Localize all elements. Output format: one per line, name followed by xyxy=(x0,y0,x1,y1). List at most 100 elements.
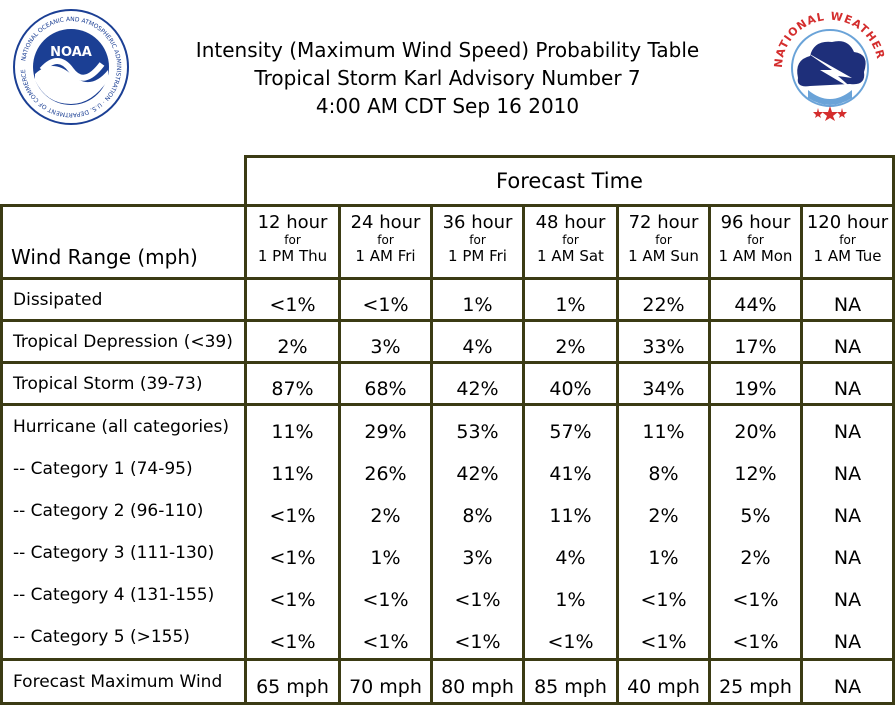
table-cell: 42% xyxy=(430,361,525,406)
table-cell: 1% xyxy=(648,547,679,569)
table-cell: <1% xyxy=(547,631,594,653)
row-label: Forecast Maximum Wind xyxy=(0,658,247,705)
table-row-storm: Tropical Storm (39-73) 87% 68% 42% 40% 3… xyxy=(0,361,895,406)
table-cell: NA xyxy=(833,547,862,569)
probability-table: Forecast Time Wind Range (mph) 12 hour fo… xyxy=(0,155,895,705)
table-cell: 70 mph xyxy=(338,658,433,705)
row-label: -- Category 3 (111-130) xyxy=(13,543,215,563)
table-cell: 80 mph xyxy=(430,658,525,705)
table-cell: 1% xyxy=(522,277,619,322)
table-cell: 87% xyxy=(244,361,341,406)
table-row-hurricane-block: Hurricane (all categories) -- Category 1… xyxy=(0,403,895,661)
row-label: Tropical Storm (39-73) xyxy=(0,361,247,406)
table-cell: 29% xyxy=(364,421,407,443)
nws-logo: NATIONAL WEATHER SERVICE xyxy=(772,8,887,124)
table-cell: 68% xyxy=(338,361,433,406)
forecast-time-header: Forecast Time xyxy=(244,155,895,207)
column-header: 120 hour for 1 AM Tue xyxy=(800,204,895,280)
table-cell: 5% xyxy=(740,505,771,527)
table-cell: NA xyxy=(800,277,895,322)
table-cell: NA xyxy=(800,319,895,364)
column-header: 72 hour for 1 AM Sun xyxy=(616,204,711,280)
column-header: 36 hour for 1 PM Fri xyxy=(430,204,525,280)
table-cell: 41% xyxy=(549,463,592,485)
row-label: Tropical Depression (<39) xyxy=(0,319,247,364)
table-cell: 20% xyxy=(734,421,777,443)
table-cell: <1% xyxy=(269,505,316,527)
column-header: 48 hour for 1 AM Sat xyxy=(522,204,619,280)
column-header: 96 hour for 1 AM Mon xyxy=(708,204,803,280)
table-cell: 53% xyxy=(456,421,499,443)
table-cell: NA xyxy=(833,505,862,527)
table-cell: NA xyxy=(800,361,895,406)
table-cell: 57% xyxy=(549,421,592,443)
page-title: Intensity (Maximum Wind Speed) Probabili… xyxy=(0,36,895,120)
table-cell: 25 mph xyxy=(708,658,803,705)
table-cell: 2% xyxy=(370,505,401,527)
row-label: Dissipated xyxy=(0,277,247,322)
table-cell: <1% xyxy=(640,631,687,653)
table-cell: NA xyxy=(833,421,862,443)
table-cell: <1% xyxy=(454,631,501,653)
row-label: -- Category 2 (96-110) xyxy=(13,501,204,521)
row-label: -- Category 1 (74-95) xyxy=(13,459,193,479)
table-cell: <1% xyxy=(338,277,433,322)
table-cell: NA xyxy=(833,589,862,611)
title-line-2: Tropical Storm Karl Advisory Number 7 xyxy=(254,66,641,90)
table-cell: 11% xyxy=(549,505,592,527)
table-cell: NA xyxy=(833,463,862,485)
table-row-max-wind: Forecast Maximum Wind 65 mph 70 mph 80 m… xyxy=(0,658,895,705)
table-cell: 19% xyxy=(708,361,803,406)
table-cell: 44% xyxy=(708,277,803,322)
table-cell: 85 mph xyxy=(522,658,619,705)
table-cell: 2% xyxy=(244,319,341,364)
title-line-3: 4:00 AM CDT Sep 16 2010 xyxy=(315,94,580,118)
table-cell: 34% xyxy=(616,361,711,406)
hurricane-column: 29% 26% 2% 1% <1% <1% xyxy=(338,403,433,661)
row-label: -- Category 4 (131-155) xyxy=(13,585,215,605)
table-cell: 3% xyxy=(462,547,493,569)
hurricane-column: NA NA NA NA NA NA xyxy=(800,403,895,661)
table-cell: 4% xyxy=(555,547,586,569)
hurricane-column: 11% 11% <1% <1% <1% <1% xyxy=(244,403,341,661)
table-cell: <1% xyxy=(640,589,687,611)
table-cell: 40 mph xyxy=(616,658,711,705)
table-cell: 1% xyxy=(430,277,525,322)
column-header: 24 hour for 1 AM Fri xyxy=(338,204,433,280)
noaa-logo: NATIONAL OCEANIC AND ATMOSPHERIC ADMINIS… xyxy=(13,9,129,125)
table-row-dissipated: Dissipated <1% <1% 1% 1% 22% 44% NA xyxy=(0,277,895,322)
table-cell: <1% xyxy=(362,589,409,611)
table-cell: NA xyxy=(800,658,895,705)
table-cell: 11% xyxy=(271,463,314,485)
table-cell: NA xyxy=(833,631,862,653)
table-cell: 40% xyxy=(522,361,619,406)
table-cell: <1% xyxy=(269,547,316,569)
hurricane-column: 53% 42% 8% 3% <1% <1% xyxy=(430,403,525,661)
table-cell: <1% xyxy=(269,631,316,653)
hurricane-labels: Hurricane (all categories) -- Category 1… xyxy=(0,403,247,661)
table-cell: 2% xyxy=(740,547,771,569)
hurricane-column: 20% 12% 5% 2% <1% <1% xyxy=(708,403,803,661)
table-cell: <1% xyxy=(244,277,341,322)
table-cell: 1% xyxy=(370,547,401,569)
table-cell: 11% xyxy=(271,421,314,443)
table-cell: <1% xyxy=(732,631,779,653)
table-cell: 17% xyxy=(708,319,803,364)
table-cell: <1% xyxy=(362,631,409,653)
column-header: 12 hour for 1 PM Thu xyxy=(244,204,341,280)
table-cell: 4% xyxy=(430,319,525,364)
hurricane-column: 57% 41% 11% 4% 1% <1% xyxy=(522,403,619,661)
hurricane-column: 11% 8% 2% 1% <1% <1% xyxy=(616,403,711,661)
row-label: Hurricane (all categories) xyxy=(13,417,230,437)
table-cell: 33% xyxy=(616,319,711,364)
table-row-depression: Tropical Depression (<39) 2% 3% 4% 2% 33… xyxy=(0,319,895,364)
wind-range-header: Wind Range (mph) xyxy=(0,204,247,280)
table-cell: <1% xyxy=(732,589,779,611)
table-cell: 8% xyxy=(462,505,493,527)
table-cell: 12% xyxy=(734,463,777,485)
table-cell: 11% xyxy=(642,421,685,443)
table-cell: <1% xyxy=(269,589,316,611)
noaa-center-text: NOAA xyxy=(50,45,92,60)
table-cell: 3% xyxy=(338,319,433,364)
row-label: -- Category 5 (>155) xyxy=(13,627,190,647)
